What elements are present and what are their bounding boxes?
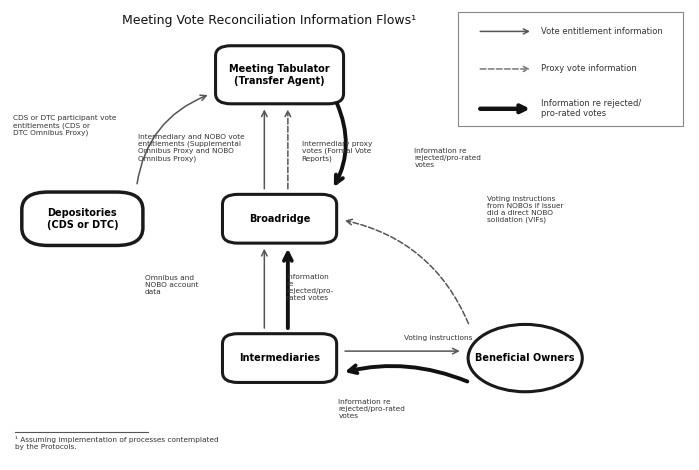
- Text: Information re rejected/
pro-rated votes: Information re rejected/ pro-rated votes: [541, 99, 642, 118]
- Text: Information
re
rejected/pro-
rated votes: Information re rejected/pro- rated votes: [287, 274, 333, 300]
- Text: Information re
rejected/pro-rated
votes: Information re rejected/pro-rated votes: [338, 399, 405, 419]
- FancyBboxPatch shape: [458, 12, 683, 126]
- Text: Depositories
(CDS or DTC): Depositories (CDS or DTC): [47, 208, 118, 229]
- FancyBboxPatch shape: [222, 334, 337, 383]
- FancyBboxPatch shape: [215, 46, 344, 104]
- Text: Voting instructions
from NOBOs if issuer
did a direct NOBO
solidation (VIFs): Voting instructions from NOBOs if issuer…: [487, 196, 563, 223]
- Text: Broadridge: Broadridge: [249, 214, 310, 224]
- Text: Beneficial Owners: Beneficial Owners: [475, 353, 575, 363]
- Text: Intermediary proxy
votes (Formal Vote
Reports): Intermediary proxy votes (Formal Vote Re…: [302, 141, 372, 162]
- Text: Information re
rejected/pro-rated
votes: Information re rejected/pro-rated votes: [415, 149, 482, 168]
- Text: Intermediary and NOBO vote
entitlements (Supplemental
Omnibus Proxy and NOBO
Omn: Intermediary and NOBO vote entitlements …: [138, 133, 245, 162]
- Text: Omnibus and
NOBO account
data: Omnibus and NOBO account data: [145, 274, 198, 295]
- Text: Vote entitlement information: Vote entitlement information: [541, 27, 663, 36]
- FancyBboxPatch shape: [22, 192, 143, 245]
- Text: Meeting Vote Reconciliation Information Flows¹: Meeting Vote Reconciliation Information …: [122, 15, 416, 27]
- Text: ¹ Assuming implementation of processes contemplated
by the Protocols.: ¹ Assuming implementation of processes c…: [15, 436, 219, 450]
- Text: Proxy vote information: Proxy vote information: [541, 64, 637, 73]
- Ellipse shape: [468, 324, 582, 392]
- FancyBboxPatch shape: [222, 195, 337, 243]
- Text: Meeting Tabulator
(Transfer Agent): Meeting Tabulator (Transfer Agent): [229, 64, 330, 86]
- Text: Voting instructions: Voting instructions: [404, 335, 473, 341]
- Text: Intermediaries: Intermediaries: [239, 353, 320, 363]
- Text: CDS or DTC participant vote
entitlements (CDS or
DTC Omnibus Proxy): CDS or DTC participant vote entitlements…: [13, 115, 117, 136]
